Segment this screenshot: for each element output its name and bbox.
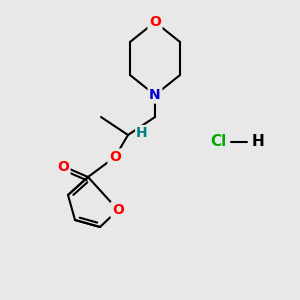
Text: H: H	[252, 134, 264, 149]
Text: N: N	[149, 88, 161, 102]
Text: O: O	[109, 150, 121, 164]
Text: Cl: Cl	[210, 134, 226, 149]
Text: O: O	[57, 160, 69, 174]
Text: H: H	[136, 126, 148, 140]
Text: O: O	[149, 15, 161, 29]
Text: O: O	[112, 203, 124, 217]
